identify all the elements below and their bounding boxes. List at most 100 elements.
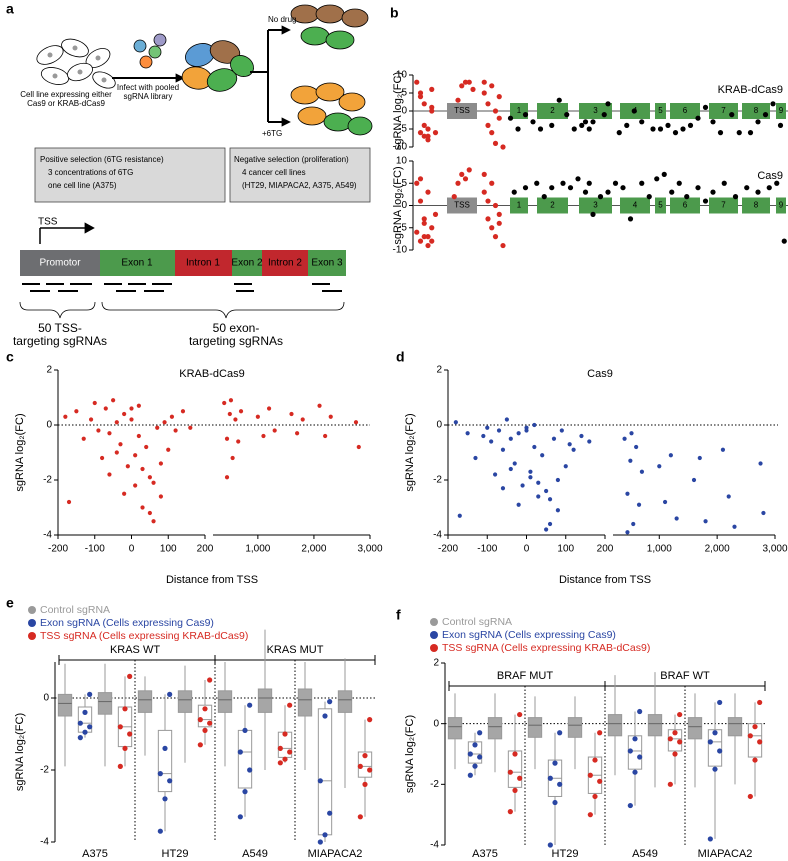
gene-box — [776, 103, 786, 119]
point — [586, 180, 592, 186]
y-axis-label: sgRNA log₂(FC) — [14, 413, 26, 491]
point — [770, 101, 776, 107]
point — [173, 428, 178, 433]
point — [425, 189, 431, 195]
gene-label: 8 — [754, 201, 759, 210]
point — [485, 216, 491, 222]
diagram-text: +6TG — [262, 129, 282, 138]
point — [327, 810, 333, 816]
gene-box — [447, 197, 477, 214]
point — [508, 436, 513, 441]
point — [462, 176, 469, 182]
point — [477, 754, 483, 760]
point — [624, 122, 630, 128]
point — [322, 832, 328, 838]
y-tick-label: 5 — [401, 178, 407, 189]
point — [632, 769, 638, 775]
point — [277, 745, 283, 752]
point — [462, 79, 469, 85]
point — [504, 417, 509, 422]
point — [676, 180, 682, 186]
point — [470, 86, 476, 92]
point — [74, 409, 79, 414]
point — [662, 499, 668, 505]
gene-box — [579, 197, 612, 214]
point — [417, 176, 424, 182]
point — [634, 444, 639, 450]
point — [496, 220, 502, 226]
x-tick-label: -200 — [438, 544, 458, 555]
gene-label: 7 — [721, 106, 726, 115]
point — [500, 486, 506, 491]
point — [481, 79, 487, 85]
legend-marker — [430, 644, 438, 652]
point — [224, 475, 230, 480]
point — [712, 766, 718, 772]
point — [151, 519, 156, 524]
y-tick-label: 0 — [401, 106, 407, 117]
point — [107, 472, 112, 477]
point — [702, 198, 709, 204]
point — [272, 428, 277, 433]
diagram-text: 3 concentrations of 6TG — [48, 168, 133, 177]
point — [88, 417, 94, 422]
point — [632, 736, 638, 742]
point — [237, 749, 243, 755]
point — [247, 702, 253, 708]
point — [582, 189, 589, 195]
point — [66, 499, 72, 505]
point — [762, 112, 769, 118]
y-tick-label: -4 — [433, 530, 442, 541]
point — [571, 126, 577, 132]
point — [96, 428, 101, 433]
point — [587, 439, 592, 444]
point — [563, 464, 568, 469]
point — [118, 442, 123, 447]
point — [477, 730, 483, 736]
point — [429, 108, 435, 114]
y-tick-label: -10 — [393, 142, 408, 153]
diagram — [19, 4, 373, 319]
chart-title: Cas9 — [587, 368, 613, 380]
y-tick-label: -4 — [40, 837, 49, 848]
point — [417, 238, 424, 244]
point — [508, 466, 513, 472]
diagram-text: TSS — [38, 217, 58, 228]
y-tick-label: 2 — [433, 658, 439, 669]
y-tick-label: -5 — [398, 222, 407, 233]
point — [432, 130, 439, 136]
y-tick-label: 2 — [436, 365, 442, 376]
point — [188, 425, 193, 430]
diagram-text: Negative selection (proliferation) — [234, 155, 349, 164]
point — [639, 119, 645, 125]
point — [601, 112, 607, 118]
point — [541, 194, 547, 200]
point — [425, 242, 431, 249]
point — [507, 809, 513, 815]
point — [414, 229, 420, 235]
point — [481, 189, 487, 195]
point — [637, 754, 643, 760]
point — [247, 767, 253, 773]
point — [680, 126, 686, 132]
x-tick-label: 2,000 — [705, 544, 730, 555]
point — [111, 398, 116, 403]
point — [242, 727, 248, 734]
panel-label: a — [6, 1, 14, 17]
y-axis-label: sgRNA log₂(FC) — [404, 715, 416, 793]
diagram-text: Positive selection (6TG resistance) — [40, 155, 164, 164]
point — [122, 745, 128, 752]
point — [166, 447, 171, 452]
point — [432, 211, 439, 217]
point — [317, 778, 323, 784]
x-tick-label: 0 — [129, 544, 135, 555]
point — [665, 122, 671, 128]
point — [517, 711, 523, 718]
point — [421, 101, 427, 107]
point — [417, 130, 424, 136]
diagram-text: Infect with pooled — [117, 83, 179, 92]
point — [667, 781, 673, 787]
infected-cells — [181, 40, 254, 92]
point — [496, 428, 502, 433]
guides — [22, 283, 342, 292]
